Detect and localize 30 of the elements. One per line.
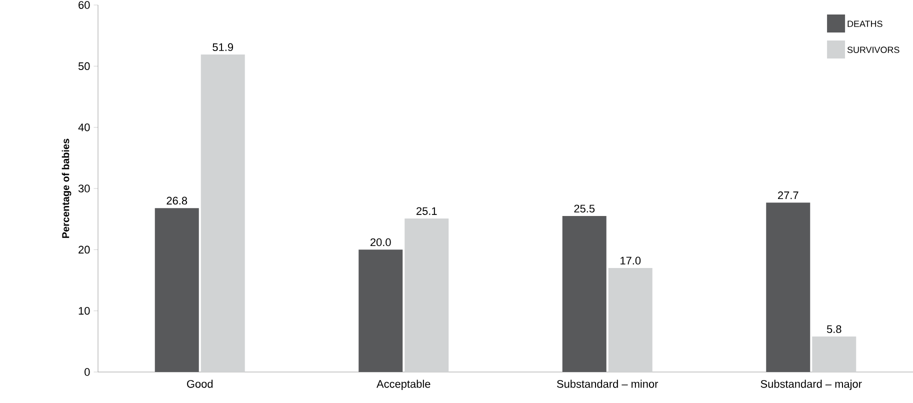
data-label: 25.5 bbox=[574, 204, 595, 213]
data-label: 20.0 bbox=[370, 238, 391, 246]
y-tick-label: 30 bbox=[78, 184, 90, 192]
y-tick-label: 40 bbox=[78, 123, 90, 132]
x-tick-label: Substandard – major bbox=[760, 380, 862, 390]
x-tick-label: Substandard – minor bbox=[557, 380, 658, 388]
bar bbox=[358, 250, 403, 372]
bar bbox=[608, 268, 652, 372]
legend-label: SURVIVORS bbox=[847, 46, 900, 54]
data-label: 51.9 bbox=[212, 43, 234, 52]
x-tick-label: Good bbox=[187, 380, 213, 388]
bar bbox=[404, 218, 449, 372]
y-tick-label: 10 bbox=[78, 306, 90, 315]
bar bbox=[200, 54, 245, 372]
y-tick-label: 20 bbox=[78, 246, 90, 254]
data-label: 5.8 bbox=[826, 325, 842, 334]
bar bbox=[766, 202, 810, 372]
legend-label: DEATHS bbox=[848, 20, 882, 28]
y-axis-title: Percentage of babies bbox=[62, 138, 72, 238]
y-tick-label: 50 bbox=[78, 62, 90, 70]
y-tick-label: 60 bbox=[78, 1, 90, 9]
data-label: 26.8 bbox=[166, 196, 188, 205]
bar bbox=[562, 216, 606, 372]
data-label: 25.1 bbox=[416, 207, 437, 215]
bar bbox=[154, 208, 199, 372]
data-label: 17.0 bbox=[620, 256, 641, 264]
x-tick-label: Acceptable bbox=[376, 380, 430, 390]
data-label: 27.7 bbox=[778, 191, 798, 200]
y-tick-label: 0 bbox=[84, 368, 90, 376]
bar bbox=[812, 336, 856, 372]
